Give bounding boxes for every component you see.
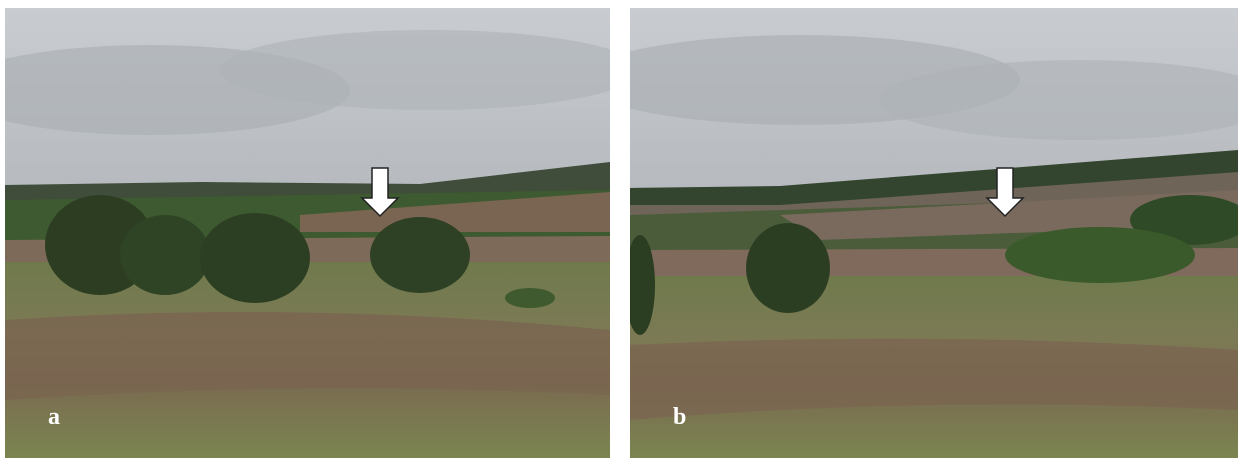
soil	[5, 312, 610, 400]
photo-a: a	[0, 8, 640, 458]
tree	[746, 223, 830, 313]
tree	[200, 213, 310, 303]
tree	[625, 235, 655, 335]
page: {"panels": [{"label": "a"}, {"label": "b…	[0, 0, 1239, 459]
cloud	[220, 30, 640, 110]
tree	[370, 217, 470, 293]
panel-label: a	[48, 404, 60, 430]
trees	[1005, 227, 1195, 283]
photo-b: b	[580, 8, 1239, 458]
panel-label: b	[673, 404, 686, 430]
figure: a b	[0, 0, 1239, 459]
shrub	[505, 288, 555, 308]
tree	[120, 215, 210, 295]
